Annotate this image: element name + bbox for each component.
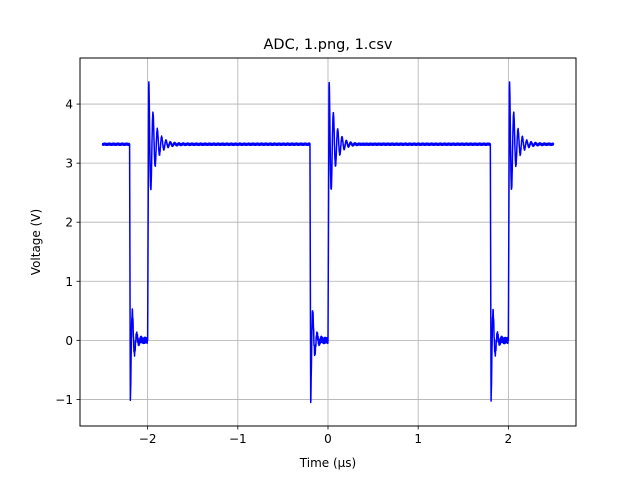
y-tick-label: 1 [65,275,73,289]
plot-data [101,81,555,404]
y-tick-label: 0 [65,334,73,348]
x-axis: −2 −1 0 1 2 [139,426,512,446]
y-axis: −1 0 1 2 3 4 [55,98,80,407]
y-tick-label: 3 [65,157,73,171]
y-tick-label: 4 [65,98,73,112]
x-tick-label: −1 [229,432,247,446]
x-tick-label: −2 [139,432,157,446]
y-tick-label: 2 [65,216,73,230]
y-axis-label: Voltage (V) [29,209,43,275]
x-tick-label: 2 [505,432,513,446]
x-axis-label: Time (µs) [299,456,356,470]
x-tick-label: 0 [324,432,332,446]
chart-title: ADC, 1.png, 1.csv [263,37,392,53]
series-line [101,81,555,404]
y-tick-label: −1 [55,393,73,407]
x-tick-label: 1 [414,432,422,446]
